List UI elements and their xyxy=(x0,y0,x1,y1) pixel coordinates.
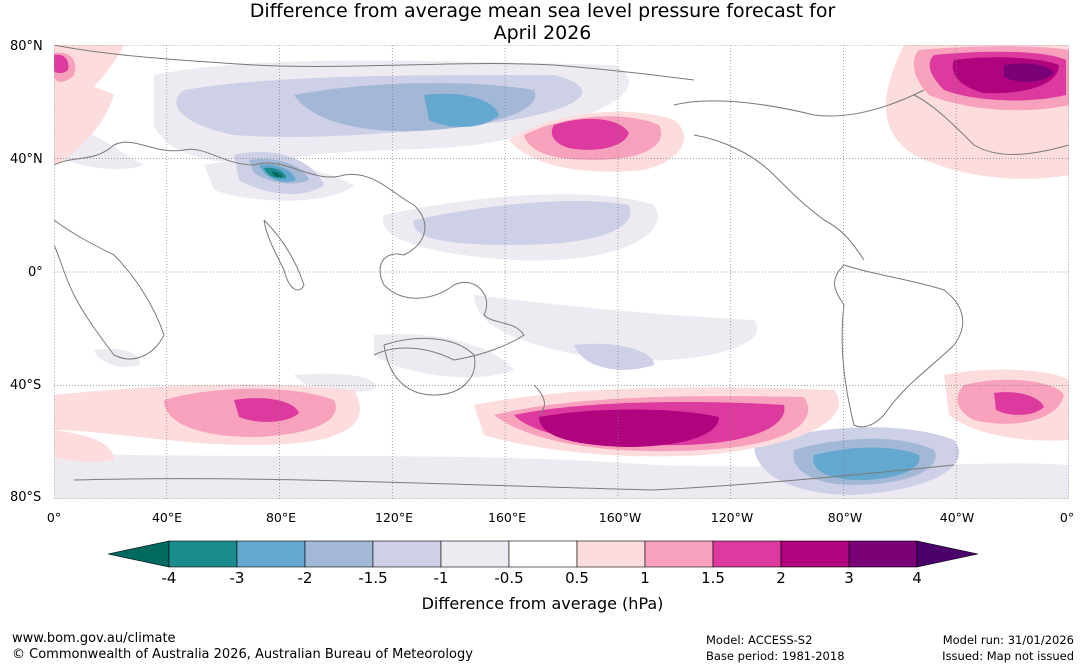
lat-label-40n: 40°N xyxy=(10,152,43,167)
lon-label-160w: 160°W xyxy=(598,510,642,525)
lon-label-120e: 120°E xyxy=(374,510,414,525)
chart-title-line2: April 2026 xyxy=(493,22,592,44)
colorbar-label: Difference from average (hPa) xyxy=(421,594,664,613)
chart-title-line1: Difference from average mean sea level p… xyxy=(249,0,836,22)
colorbar-tick: 1 xyxy=(640,569,650,587)
colorbar-over-arrow xyxy=(916,540,979,568)
lon-label-40e: 40°E xyxy=(151,510,183,525)
colorbar-swatch xyxy=(372,540,442,568)
colorbar-tick: 2 xyxy=(776,569,786,587)
colorbar-swatch xyxy=(644,540,714,568)
website-link[interactable]: www.bom.gov.au/climate xyxy=(12,631,176,646)
model-run-text: Model run: 31/01/2026 xyxy=(942,633,1074,647)
colorbar-tick: -1 xyxy=(433,569,449,587)
lat-label-80n: 80°N xyxy=(10,39,43,54)
colorbar-swatch xyxy=(440,540,510,568)
colorbar-under-arrow xyxy=(107,540,170,568)
colorbar-tick: 4 xyxy=(912,569,922,587)
colorbar-swatch xyxy=(236,540,306,568)
colorbar-tick: -4 xyxy=(161,569,177,587)
colorbar-tick: -2 xyxy=(297,569,313,587)
colorbar-tick: 1.5 xyxy=(701,569,725,587)
lon-label-120w: 120°W xyxy=(710,510,754,525)
base-period-text: Base period: 1981-2018 xyxy=(706,649,845,663)
colorbar-swatch xyxy=(576,540,646,568)
anomaly-map xyxy=(54,45,1069,499)
colorbar-tick: 0.5 xyxy=(565,569,589,587)
issued-text: Issued: Map not issued xyxy=(942,649,1074,663)
lon-label-40w: 40°W xyxy=(939,510,975,525)
colorbar-swatch xyxy=(780,540,850,568)
lat-label-40s: 40°S xyxy=(10,378,42,393)
colorbar-tick: -3 xyxy=(229,569,245,587)
colorbar-swatch xyxy=(712,540,782,568)
anomaly-field xyxy=(54,45,1069,499)
colorbar-swatch xyxy=(508,540,578,568)
lon-label-160e: 160°E xyxy=(487,510,527,525)
lat-label-80s: 80°S xyxy=(10,490,42,505)
colorbar-tick: -0.5 xyxy=(494,569,524,587)
colorbar-tick: -1.5 xyxy=(358,569,388,587)
colorbar-swatch xyxy=(304,540,374,568)
model-text: Model: ACCESS-S2 xyxy=(706,633,813,647)
colorbar-swatch xyxy=(848,540,918,568)
lon-label-80w: 80°W xyxy=(827,510,863,525)
lon-label-0-right: 0° xyxy=(1059,510,1075,525)
copyright-text: © Commonwealth of Australia 2026, Austra… xyxy=(12,647,473,662)
lon-label-0-left: 0° xyxy=(46,510,62,525)
coastlines xyxy=(54,45,1069,491)
colorbar-tick: 3 xyxy=(844,569,854,587)
graticule xyxy=(54,45,1069,499)
lon-label-80e: 80°E xyxy=(265,510,297,525)
lat-label-equator: 0° xyxy=(28,265,43,280)
colorbar-swatch xyxy=(168,540,238,568)
